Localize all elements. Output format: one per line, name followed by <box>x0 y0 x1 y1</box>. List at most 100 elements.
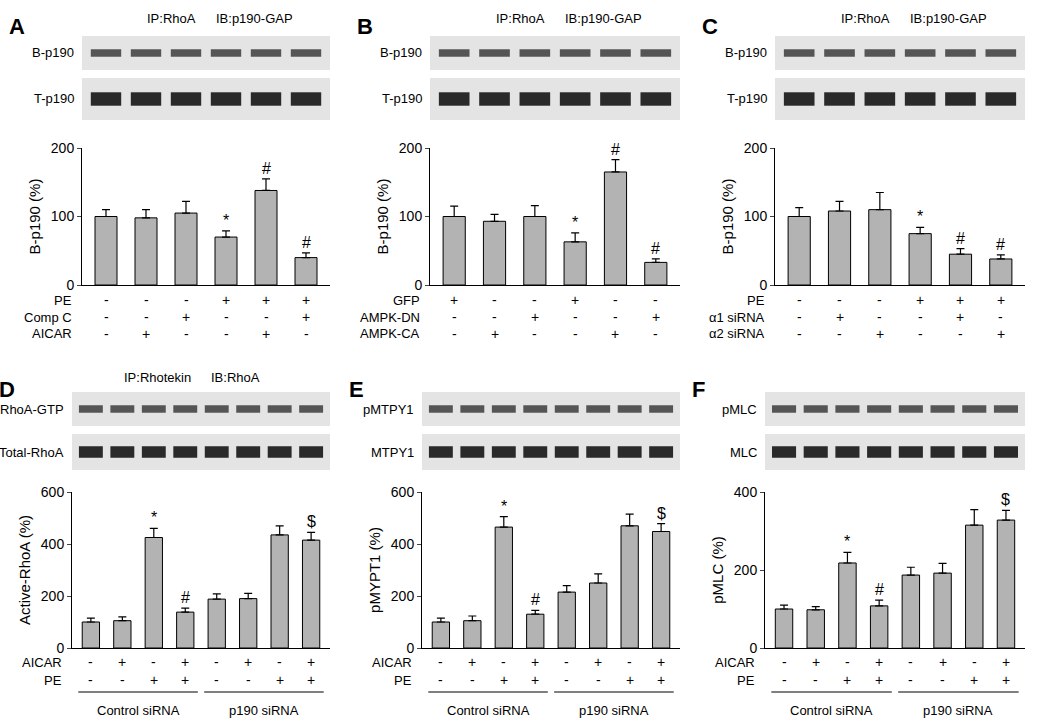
svg-text:*: * <box>572 214 578 231</box>
svg-text:0: 0 <box>749 640 757 656</box>
svg-text:-: - <box>613 292 618 308</box>
svg-text:200: 200 <box>734 562 758 578</box>
svg-text:-: - <box>184 326 189 342</box>
svg-text:-: - <box>596 672 601 688</box>
svg-text:200: 200 <box>744 140 768 156</box>
svg-text:+: + <box>939 654 947 670</box>
svg-text:+: + <box>1002 672 1010 688</box>
svg-text:-: - <box>564 654 569 670</box>
svg-text:-: - <box>653 292 658 308</box>
svg-text:+: + <box>118 654 126 670</box>
svg-text:AMPK-DN: AMPK-DN <box>360 310 420 325</box>
svg-text:p190 siRNA: p190 siRNA <box>579 703 649 718</box>
svg-text:IB:p190-GAP: IB:p190-GAP <box>565 11 642 26</box>
svg-text:+: + <box>468 654 476 670</box>
svg-text:100: 100 <box>399 208 423 224</box>
svg-text:-: - <box>972 654 977 670</box>
svg-text:F: F <box>692 377 705 402</box>
svg-text:-: - <box>613 309 618 325</box>
svg-text:+: + <box>970 672 978 688</box>
svg-text:+: + <box>875 654 883 670</box>
svg-text:+: + <box>876 326 884 342</box>
svg-text:PE: PE <box>747 293 765 308</box>
svg-text:pMTPY1: pMTPY1 <box>363 402 414 417</box>
svg-text:α1 siRNA: α1 siRNA <box>709 310 765 325</box>
svg-text:-: - <box>120 672 125 688</box>
svg-text:Control siRNA: Control siRNA <box>790 703 873 718</box>
svg-text:-: - <box>573 326 578 342</box>
svg-text:-: - <box>532 326 537 342</box>
svg-text:B: B <box>357 14 373 39</box>
svg-text:Comp C: Comp C <box>24 310 72 325</box>
svg-text:-: - <box>845 654 850 670</box>
svg-text:100: 100 <box>51 208 75 224</box>
svg-text:+: + <box>571 292 579 308</box>
svg-text:0: 0 <box>56 640 64 656</box>
svg-text:-: - <box>564 672 569 688</box>
svg-text:p190 siRNA: p190 siRNA <box>923 703 993 718</box>
svg-text:+: + <box>450 292 458 308</box>
svg-text:+: + <box>244 654 252 670</box>
svg-text:-: - <box>877 292 882 308</box>
svg-text:-: - <box>813 672 818 688</box>
svg-text:B-p190: B-p190 <box>725 45 767 60</box>
svg-text:E: E <box>349 377 364 402</box>
svg-text:400: 400 <box>734 484 758 500</box>
svg-text:+: + <box>1002 654 1010 670</box>
svg-text:B-p190 (%): B-p190 (%) <box>719 179 736 255</box>
svg-text:600: 600 <box>41 484 65 500</box>
svg-text:+: + <box>531 654 539 670</box>
svg-text:*: * <box>844 533 850 550</box>
svg-text:+: + <box>997 292 1005 308</box>
svg-text:-: - <box>797 309 802 325</box>
svg-text:-: - <box>452 326 457 342</box>
svg-text:+: + <box>307 654 315 670</box>
svg-text:+: + <box>302 309 310 325</box>
svg-text:-: - <box>264 309 269 325</box>
svg-text:-: - <box>144 292 149 308</box>
svg-text:AMPK-CA: AMPK-CA <box>360 326 420 341</box>
svg-text:+: + <box>150 672 158 688</box>
svg-text:T-p190: T-p190 <box>727 91 767 106</box>
svg-text:400: 400 <box>391 536 415 552</box>
svg-text:100: 100 <box>744 208 768 224</box>
svg-text:200: 200 <box>51 140 75 156</box>
svg-text:MLC: MLC <box>730 445 757 460</box>
svg-text:+: + <box>307 672 315 688</box>
svg-text:-: - <box>470 672 475 688</box>
svg-text:+: + <box>836 309 844 325</box>
svg-text:-: - <box>998 309 1003 325</box>
svg-text:AICAR: AICAR <box>22 655 62 670</box>
svg-text:IB:RhoA: IB:RhoA <box>211 370 260 385</box>
svg-text:+: + <box>182 309 190 325</box>
svg-text:+: + <box>875 672 883 688</box>
svg-text:+: + <box>142 326 150 342</box>
svg-text:A: A <box>9 14 25 39</box>
svg-text:400: 400 <box>41 536 65 552</box>
svg-text:-: - <box>438 654 443 670</box>
svg-text:IB:p190-GAP: IB:p190-GAP <box>216 11 293 26</box>
svg-text:+: + <box>302 292 310 308</box>
svg-text:-: - <box>782 654 787 670</box>
svg-text:#: # <box>651 240 660 257</box>
svg-text:IB:p190-GAP: IB:p190-GAP <box>910 11 987 26</box>
svg-text:-: - <box>940 672 945 688</box>
svg-text:+: + <box>652 309 660 325</box>
svg-text:200: 200 <box>391 588 415 604</box>
svg-text:B-p190 (%): B-p190 (%) <box>26 179 43 255</box>
svg-text:0: 0 <box>414 277 422 293</box>
svg-text:-: - <box>214 672 219 688</box>
svg-text:#: # <box>611 141 620 158</box>
svg-text:IP:RhoA: IP:RhoA <box>496 11 545 26</box>
svg-text:200: 200 <box>41 588 65 604</box>
svg-text:D: D <box>0 377 15 402</box>
svg-text:-: - <box>918 309 923 325</box>
svg-text:-: - <box>246 672 251 688</box>
svg-text:B-p190: B-p190 <box>380 45 422 60</box>
svg-text:-: - <box>104 326 109 342</box>
svg-text:+: + <box>657 654 665 670</box>
svg-text:IP:Rhotekin: IP:Rhotekin <box>124 370 191 385</box>
svg-text:-: - <box>908 672 913 688</box>
svg-text:#: # <box>531 591 540 608</box>
svg-text:pMLC (%): pMLC (%) <box>709 536 726 604</box>
